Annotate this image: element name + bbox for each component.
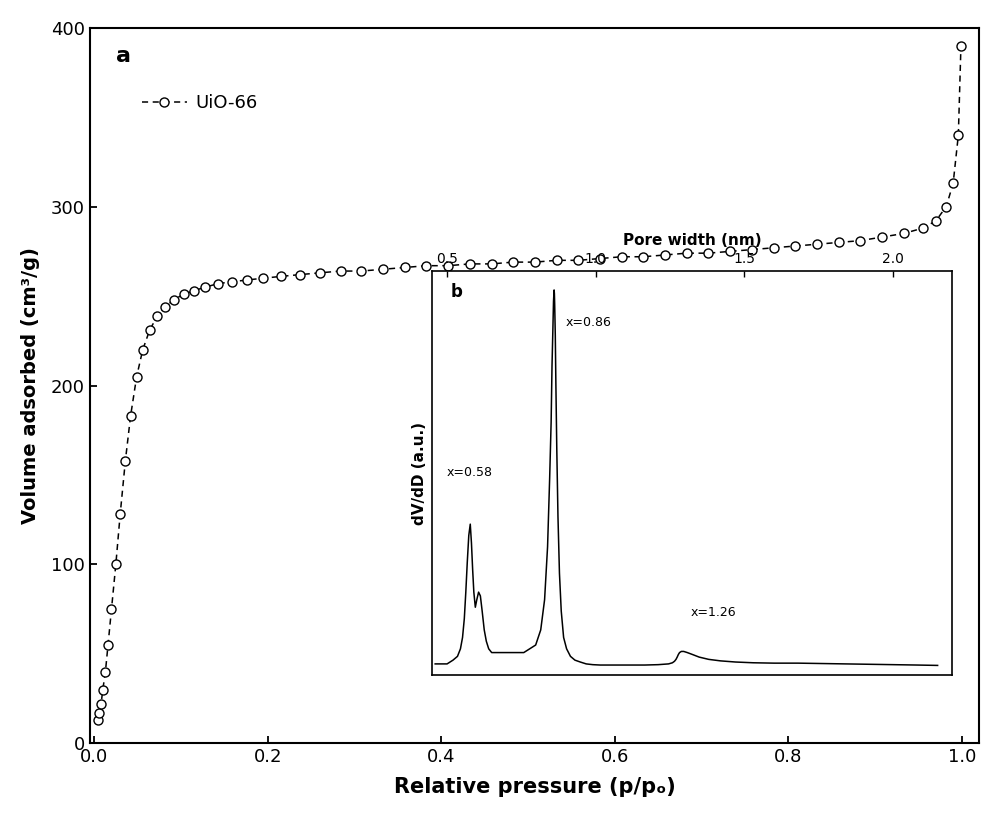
Y-axis label: Volume adsorbed (cm³/g): Volume adsorbed (cm³/g) — [21, 247, 40, 524]
Line: UiO-66: UiO-66 — [93, 41, 965, 725]
UiO-66 — [92, 715, 104, 725]
UiO-66 — [551, 255, 563, 265]
Legend: UiO-66: UiO-66 — [134, 87, 265, 119]
Text: a: a — [116, 46, 131, 65]
UiO-66 — [125, 411, 137, 420]
UiO-66 — [178, 290, 190, 299]
UiO-66 — [159, 302, 171, 312]
UiO-66 — [212, 279, 224, 289]
UiO-66 — [955, 41, 967, 51]
UiO-66 — [199, 282, 211, 292]
X-axis label: Relative pressure (p/pₒ): Relative pressure (p/pₒ) — [394, 777, 675, 798]
